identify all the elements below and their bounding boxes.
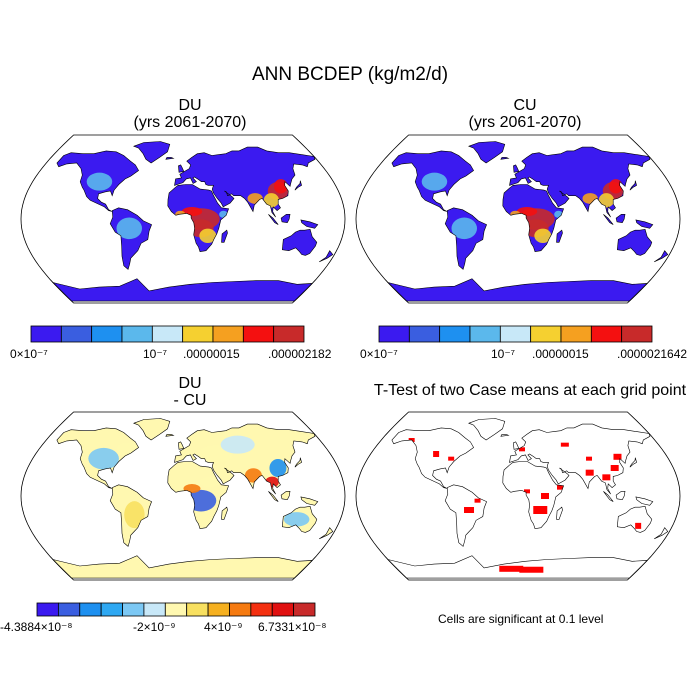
colorbar-cu-box-4 bbox=[499, 325, 532, 343]
map-panel-diff bbox=[20, 411, 346, 581]
colorbar-cu-box-7 bbox=[590, 325, 623, 343]
colorbar-diff-box-10 bbox=[250, 602, 273, 617]
colorbar-diff bbox=[36, 602, 316, 617]
colorbar-diff-box-7 bbox=[186, 602, 209, 617]
colorbar-du-label-min: 0×10⁻⁷ bbox=[10, 347, 48, 361]
panel-title-diff: DU - CU bbox=[70, 375, 310, 409]
panel-title-du-line2: (yrs 2061-2070) bbox=[133, 114, 247, 131]
colorbar-diff-box-12 bbox=[293, 602, 316, 617]
colorbar-du-box-1 bbox=[60, 325, 93, 343]
map-panel-du bbox=[20, 134, 346, 304]
colorbar-du-label-mid: 10⁻⁷ bbox=[143, 347, 168, 361]
globe-outline bbox=[355, 411, 681, 581]
colorbar-du-label-max: .000002182 bbox=[268, 347, 332, 361]
land-fill bbox=[52, 141, 333, 302]
colorbar-diff-label-min: -4.3884×10⁻⁸ bbox=[0, 620, 73, 634]
globe-outline bbox=[20, 134, 346, 304]
colorbar-du-box-3 bbox=[121, 325, 153, 343]
colorbar-cu-box-5 bbox=[530, 325, 562, 343]
colorbar-du-box-7 bbox=[242, 325, 275, 343]
colorbar-diff-box-2 bbox=[79, 602, 102, 617]
colorbar-diff-box-5 bbox=[143, 602, 166, 617]
map-du bbox=[20, 134, 346, 304]
map-panel-ttest bbox=[355, 411, 681, 581]
panel-title-du: DU (yrs 2061-2070) bbox=[70, 97, 310, 131]
globe-outline bbox=[20, 411, 346, 581]
colorbar-du bbox=[30, 325, 305, 343]
panel-title-cu-line1: CU bbox=[513, 97, 537, 114]
panel-title-diff-line1: DU bbox=[178, 375, 202, 392]
colorbar-diff-box-4 bbox=[122, 602, 145, 617]
colorbar-cu-box-8 bbox=[621, 325, 653, 343]
colorbar-diff-label-mid1: -2×10⁻⁹ bbox=[133, 620, 176, 634]
colorbar-du-box-6 bbox=[212, 325, 244, 343]
colorbar-cu bbox=[378, 325, 653, 343]
colorbar-diff-box-9 bbox=[229, 602, 252, 617]
colorbar-cu-label-high: .00000015 bbox=[532, 347, 589, 361]
colorbar-cu-box-1 bbox=[408, 325, 441, 343]
panel-title-ttest: T-Test of two Case means at each grid po… bbox=[373, 382, 687, 399]
colorbar-diff-box-3 bbox=[100, 602, 123, 617]
colorbar-du-box-4 bbox=[151, 325, 184, 343]
figure-title: ANN BCDEP (kg/m2/d) bbox=[251, 64, 449, 85]
colorbar-cu-label-max: .0000021642 bbox=[617, 347, 688, 361]
colorbar-du-box-5 bbox=[182, 325, 214, 343]
colorbar-du-box-0 bbox=[30, 325, 62, 343]
panel-title-diff-line2: - CU bbox=[173, 392, 207, 409]
globe-outline bbox=[355, 134, 681, 304]
panel-title-cu: CU (yrs 2061-2070) bbox=[405, 97, 645, 131]
map-ttest bbox=[355, 411, 681, 581]
colorbar-du-box-2 bbox=[91, 325, 123, 343]
colorbar-cu-box-3 bbox=[469, 325, 501, 343]
map-panel-cu bbox=[355, 134, 681, 304]
colorbar-cu-box-6 bbox=[560, 325, 592, 343]
map-diff bbox=[20, 411, 346, 581]
panel-title-du-line1: DU bbox=[178, 97, 202, 114]
colorbar-diff-box-11 bbox=[271, 602, 295, 617]
colorbar-diff-box-6 bbox=[164, 602, 188, 617]
land-fill bbox=[52, 418, 333, 579]
panel-title-cu-line2: (yrs 2061-2070) bbox=[468, 114, 582, 131]
map-cu bbox=[355, 134, 681, 304]
colorbar-diff-label-mid2: 4×10⁻⁹ bbox=[204, 620, 243, 634]
significance-note: Cells are significant at 0.1 level bbox=[438, 612, 604, 626]
colorbar-cu-label-min: 0×10⁻⁷ bbox=[360, 347, 398, 361]
land-fill bbox=[387, 418, 668, 579]
colorbar-du-box-8 bbox=[273, 325, 305, 343]
colorbar-diff-label-max: 6.7331×10⁻⁸ bbox=[258, 620, 327, 634]
colorbar-cu-box-2 bbox=[439, 325, 471, 343]
colorbar-cu-box-0 bbox=[378, 325, 410, 343]
colorbar-du-label-high: .00000015 bbox=[183, 347, 240, 361]
colorbar-diff-box-8 bbox=[207, 602, 230, 617]
colorbar-cu-label-mid: 10⁻⁷ bbox=[491, 347, 516, 361]
colorbar-diff-box-1 bbox=[57, 602, 81, 617]
colorbar-diff-box-0 bbox=[36, 602, 59, 617]
land-fill bbox=[387, 141, 668, 302]
